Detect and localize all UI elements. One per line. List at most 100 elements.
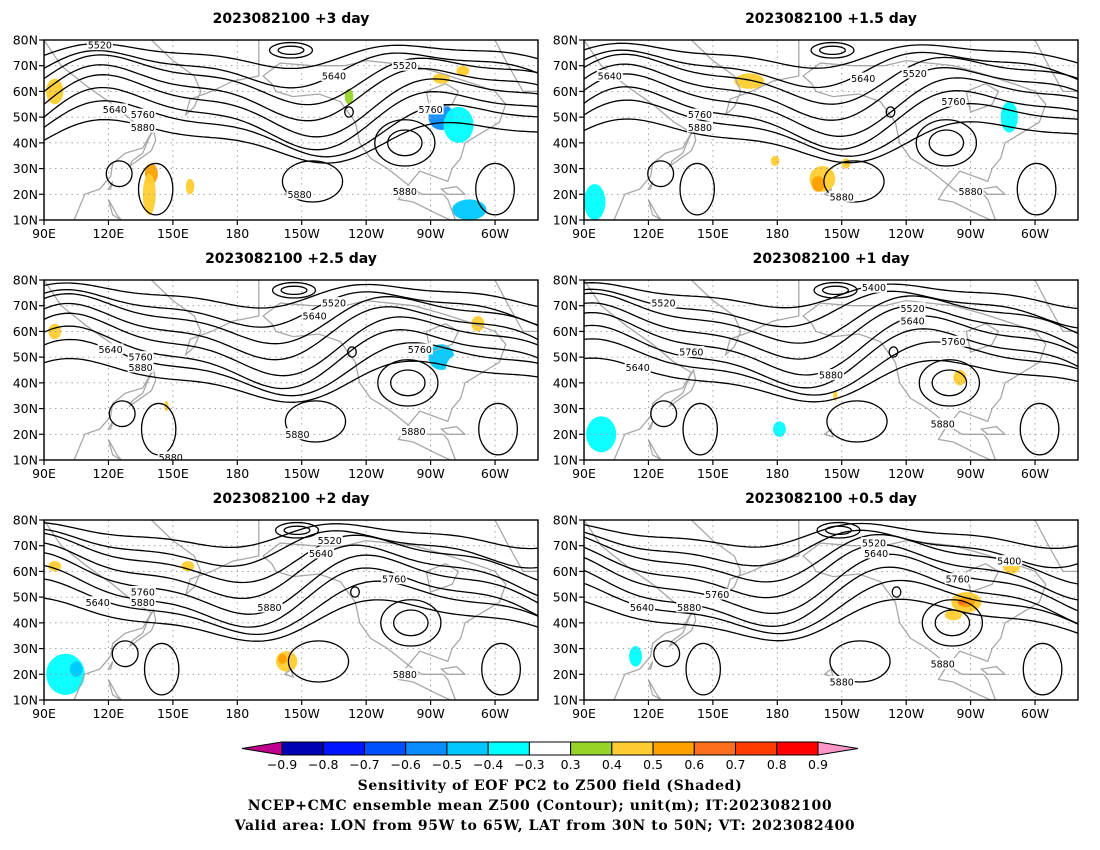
contour-label: 5640	[864, 549, 888, 560]
colorbar-swatch	[528, 741, 572, 756]
sensitivity-shading	[841, 158, 851, 169]
z500-closed-contour	[816, 521, 861, 539]
contour-label: 5880	[401, 427, 425, 438]
sensitivity-shading	[452, 199, 487, 220]
contour-label: 5880	[959, 187, 983, 198]
contour-label-background	[860, 281, 887, 293]
contour-label: 5880	[931, 420, 955, 431]
contour-label-background	[686, 121, 713, 133]
z500-closed-contour	[934, 609, 971, 637]
contour-label-background	[929, 658, 956, 669]
z500-contour	[44, 118, 538, 164]
panel-title: 2023082100 +1.5 day	[745, 11, 917, 27]
coastline	[494, 40, 538, 93]
lon-tick-label: 150E	[697, 706, 729, 721]
coastline	[979, 185, 1007, 195]
contour-label: 5760	[382, 575, 406, 586]
contour-label-background	[84, 596, 111, 608]
z500-contour	[44, 532, 538, 584]
z500-contour	[584, 598, 1078, 642]
z500-contour	[44, 86, 538, 151]
z500-contour	[44, 325, 538, 390]
lat-tick-label: 30N	[553, 641, 578, 656]
z500-contour	[44, 293, 538, 345]
coastline	[150, 40, 260, 117]
colorbar-swatch	[322, 741, 365, 756]
contour-label-background	[940, 335, 967, 347]
z500-closed-contour	[344, 106, 354, 118]
contour-label-background	[901, 67, 928, 79]
lat-tick-label: 60N	[553, 84, 578, 99]
sensitivity-shading	[385, 117, 412, 143]
lat-tick-label: 40N	[553, 135, 578, 150]
z500-closed-contour	[143, 642, 180, 696]
contour-label-background	[899, 302, 926, 314]
sensitivity-shading	[50, 431, 72, 448]
contour-label-background	[818, 369, 844, 381]
z500-closed-contour	[647, 160, 675, 188]
colorbar-swatch	[363, 741, 407, 756]
sensitivity-shading	[275, 155, 285, 172]
z500-contour	[44, 282, 538, 309]
contour-label: 5640	[598, 72, 622, 83]
lat-tick-label: 20N	[13, 667, 38, 682]
z500-contour	[584, 533, 1078, 585]
coastline	[584, 520, 693, 700]
z500-contour	[584, 86, 1078, 150]
lon-tick-label: 90E	[32, 226, 56, 241]
colorbar-tick-label: 0.4	[602, 757, 622, 772]
colorbar-swatch	[487, 741, 530, 756]
lat-tick-label: 20N	[553, 667, 578, 682]
lon-tick-label: 60W	[481, 706, 509, 721]
coastline	[283, 667, 295, 678]
lat-tick-label: 50N	[13, 110, 38, 125]
coastline	[647, 181, 654, 190]
z500-closed-contour	[387, 129, 423, 157]
coastline	[107, 679, 122, 700]
z500-contour	[44, 552, 538, 615]
z500-closed-contour	[280, 285, 308, 296]
z500-closed-contour	[1022, 642, 1063, 696]
z500-closed-contour	[824, 525, 853, 536]
map-frame	[43, 39, 539, 221]
lat-tick-label: 70N	[553, 58, 578, 73]
sensitivity-shading	[734, 73, 765, 89]
contour-label: 5640	[309, 549, 333, 560]
lat-tick-label: 10N	[553, 693, 578, 708]
colorbar-tick-label: −0.5	[432, 757, 462, 772]
contour-label: 5520	[903, 69, 927, 80]
contour-label: 5880	[677, 603, 701, 614]
contour-label-background	[400, 425, 427, 437]
contour-label: 5760	[131, 588, 155, 599]
contour-label: 5880	[159, 453, 183, 464]
sensitivity-shading	[46, 78, 64, 105]
z500-contour	[584, 118, 1078, 164]
z500-closed-contour	[679, 162, 716, 216]
coastline	[150, 520, 260, 597]
panel-title: 2023082100 +2.5 day	[205, 251, 377, 267]
z500-closed-contour	[891, 586, 902, 598]
contour-label: 5400	[862, 283, 886, 294]
contour-label-background	[850, 72, 877, 84]
contour-label-background	[301, 310, 328, 321]
z500-closed-contour	[377, 359, 439, 407]
z500-contour	[584, 73, 1078, 137]
z500-closed-contour	[283, 525, 311, 536]
lon-tick-label: 150W	[824, 226, 860, 241]
z500-closed-contour	[826, 400, 888, 443]
z500-closed-contour	[108, 400, 136, 428]
contour-label: 5760	[129, 353, 153, 364]
lon-tick-label: 150E	[697, 226, 729, 241]
lon-tick-label: 180	[765, 226, 789, 241]
contour-label: 5880	[131, 123, 155, 134]
lat-tick-label: 10N	[13, 693, 38, 708]
contour-label: 5880	[131, 598, 155, 609]
coastline	[439, 665, 467, 675]
lon-tick-label: 120W	[348, 466, 384, 481]
sensitivity-shading	[785, 653, 791, 664]
contour-label: 5640	[98, 345, 122, 356]
colorbar-tick-label: 0.5	[643, 757, 663, 772]
lon-tick-label: 60W	[1021, 466, 1049, 481]
lon-tick-label: 90W	[956, 706, 984, 721]
